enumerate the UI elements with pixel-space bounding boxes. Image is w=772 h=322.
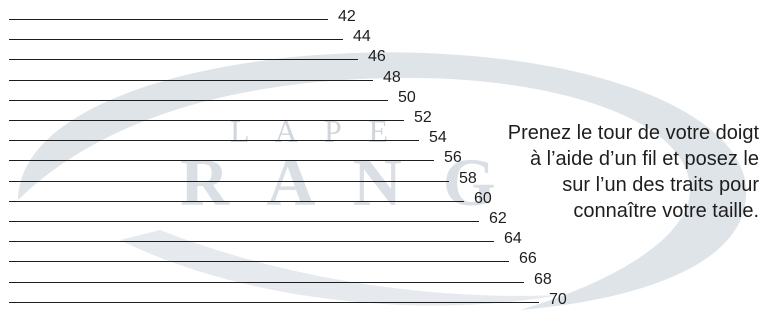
size-line (9, 140, 419, 141)
instruction-line: à l’aide d’un fil et posez le (529, 148, 759, 170)
size-label: 54 (429, 129, 447, 146)
size-label: 46 (368, 48, 386, 65)
size-line (9, 59, 358, 60)
size-label: 52 (414, 109, 432, 126)
size-label: 48 (383, 69, 401, 86)
size-label: 42 (338, 8, 356, 25)
size-line (9, 39, 343, 40)
size-line (9, 160, 434, 161)
size-label: 60 (474, 190, 492, 207)
size-label: 62 (489, 210, 507, 227)
size-label: 56 (444, 149, 462, 166)
size-line (9, 241, 494, 242)
size-line (9, 80, 373, 81)
instruction-text: Prenez le tour de votre doigt à l’aide d… (439, 120, 759, 224)
size-label: 66 (519, 250, 537, 267)
size-label: 68 (534, 271, 552, 288)
size-line (9, 282, 524, 283)
size-line (9, 302, 539, 303)
size-line (9, 221, 479, 222)
instruction-line: sur l’un des traits pour (562, 174, 759, 196)
size-line (9, 19, 328, 20)
size-line (9, 100, 388, 101)
size-label: 64 (504, 230, 522, 247)
size-label: 70 (549, 291, 567, 308)
size-line (9, 201, 464, 202)
size-label: 44 (353, 28, 371, 45)
instruction-line: connaître votre taille. (573, 200, 759, 222)
size-line (9, 181, 449, 182)
swoosh-shadow (120, 230, 560, 306)
size-line (9, 120, 404, 121)
size-label: 58 (459, 170, 477, 187)
watermark-text-1: L A P E (230, 113, 398, 149)
size-label: 50 (398, 89, 416, 106)
size-line (9, 261, 509, 262)
instruction-line: Prenez le tour de votre doigt (507, 122, 759, 144)
watermark-text-2: R A N G (180, 144, 508, 220)
